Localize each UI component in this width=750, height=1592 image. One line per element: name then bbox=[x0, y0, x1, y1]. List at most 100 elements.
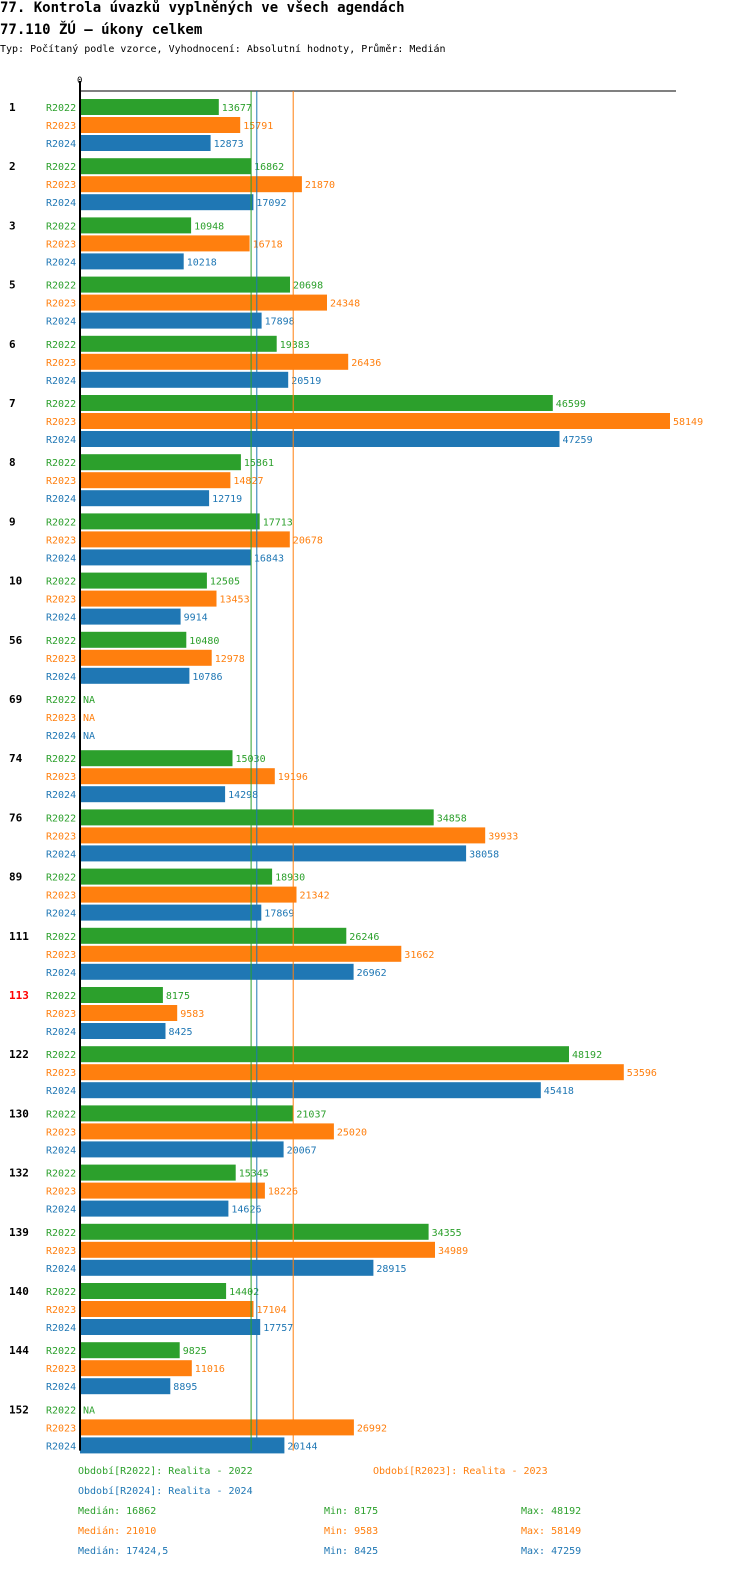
series-label: R2023 bbox=[46, 595, 76, 606]
bar bbox=[80, 413, 670, 429]
data-label: 12505 bbox=[210, 577, 240, 588]
bar bbox=[80, 235, 250, 252]
category-label: 113 bbox=[9, 989, 29, 1002]
series-label: R2023 bbox=[46, 1423, 76, 1434]
series-label: R2022 bbox=[46, 221, 76, 232]
bar bbox=[80, 276, 290, 293]
data-label: 15030 bbox=[236, 754, 266, 765]
bar bbox=[80, 1182, 265, 1199]
data-label: 45418 bbox=[544, 1086, 574, 1097]
data-label: 9914 bbox=[184, 613, 208, 624]
series-label: R2023 bbox=[46, 299, 76, 310]
legend-period-r2024: Období[R2024]: Realita - 2024 bbox=[78, 1486, 253, 1497]
data-label: 11016 bbox=[195, 1364, 225, 1375]
series-label: R2022 bbox=[46, 1050, 76, 1061]
series-label: R2024 bbox=[46, 1205, 76, 1216]
bar bbox=[80, 608, 181, 625]
bar bbox=[80, 987, 163, 1003]
series-label: R2024 bbox=[46, 1145, 76, 1156]
series-label: R2024 bbox=[46, 1441, 76, 1452]
legend-max-r2024: Max: 47259 bbox=[521, 1546, 582, 1557]
category-label: 144 bbox=[9, 1344, 29, 1357]
series-label: R2022 bbox=[46, 1346, 76, 1357]
bar bbox=[80, 454, 241, 471]
data-label: 46599 bbox=[556, 399, 586, 410]
legend-median-r2024: Medián: 17424,5 bbox=[78, 1546, 169, 1557]
data-label: 17869 bbox=[264, 909, 294, 920]
series-label: R2023 bbox=[46, 1009, 76, 1020]
data-label: 18930 bbox=[275, 873, 305, 884]
bar bbox=[80, 827, 486, 844]
series-label: R2023 bbox=[46, 654, 76, 665]
series-label: R2023 bbox=[46, 121, 76, 132]
bar bbox=[80, 158, 252, 175]
bar bbox=[80, 1200, 229, 1217]
series-label: R2024 bbox=[46, 1027, 76, 1038]
series-label: R2024 bbox=[46, 139, 76, 150]
bar-chart: 01R202213677R202315791R2024128732R202216… bbox=[9, 76, 703, 1454]
bar bbox=[80, 335, 277, 352]
bar bbox=[80, 117, 241, 133]
category-label: 8 bbox=[9, 456, 16, 469]
bar bbox=[80, 312, 262, 329]
bar bbox=[80, 649, 212, 666]
category-label: 69 bbox=[9, 693, 22, 706]
bar bbox=[80, 1360, 192, 1377]
bar bbox=[80, 572, 207, 589]
category-label: 139 bbox=[9, 1226, 29, 1239]
data-label: 18226 bbox=[268, 1187, 298, 1198]
data-label: 10948 bbox=[194, 221, 224, 232]
series-label: R2022 bbox=[46, 754, 76, 765]
category-label: 3 bbox=[9, 219, 16, 232]
data-label: 26246 bbox=[349, 932, 379, 943]
series-label: R2024 bbox=[46, 198, 76, 209]
series-label: R2022 bbox=[46, 932, 76, 943]
legend-median-r2022: Medián: 16862 bbox=[78, 1506, 157, 1517]
bar bbox=[80, 472, 231, 489]
series-label: R2022 bbox=[46, 340, 76, 351]
data-label: 14402 bbox=[229, 1287, 259, 1298]
data-label: 20067 bbox=[287, 1145, 317, 1156]
data-label: 12873 bbox=[214, 139, 244, 150]
category-label: 1 bbox=[9, 101, 16, 114]
bar bbox=[80, 531, 290, 548]
data-label: 15861 bbox=[244, 458, 274, 469]
category-label: 5 bbox=[9, 279, 16, 292]
bar bbox=[80, 845, 467, 862]
legend-max-r2023: Max: 58149 bbox=[521, 1526, 582, 1537]
series-label: R2022 bbox=[46, 1405, 76, 1416]
category-label: 76 bbox=[9, 811, 23, 824]
data-label: 17757 bbox=[263, 1323, 293, 1334]
series-label: R2023 bbox=[46, 891, 76, 902]
bar bbox=[80, 253, 184, 270]
series-label: R2024 bbox=[46, 849, 76, 860]
chart-description: Typ: Počítaný podle vzorce, Vyhodnocení:… bbox=[0, 44, 446, 55]
data-label: 39933 bbox=[488, 831, 518, 842]
data-label: 12719 bbox=[212, 494, 242, 505]
na-label: NA bbox=[83, 1405, 95, 1416]
bar bbox=[80, 1241, 435, 1258]
series-label: R2022 bbox=[46, 162, 76, 173]
series-label: R2022 bbox=[46, 577, 76, 588]
category-label: 2 bbox=[9, 160, 16, 173]
series-label: R2024 bbox=[46, 494, 76, 505]
data-label: 34355 bbox=[432, 1228, 462, 1239]
data-label: 34858 bbox=[437, 813, 467, 824]
data-label: 16843 bbox=[254, 553, 284, 564]
bar bbox=[80, 904, 262, 921]
bar bbox=[80, 431, 560, 447]
bar bbox=[80, 217, 192, 234]
data-label: 17092 bbox=[256, 198, 286, 209]
series-label: R2023 bbox=[46, 1305, 76, 1316]
series-label: R2022 bbox=[46, 1169, 76, 1180]
data-label: 16862 bbox=[254, 162, 284, 173]
category-label: 6 bbox=[9, 338, 16, 351]
category-label: 10 bbox=[9, 575, 22, 588]
series-label: R2022 bbox=[46, 517, 76, 528]
data-label: 8175 bbox=[166, 991, 190, 1002]
series-label: R2022 bbox=[46, 281, 76, 292]
series-label: R2024 bbox=[46, 257, 76, 268]
data-label: 10218 bbox=[187, 257, 217, 268]
bar bbox=[80, 1005, 178, 1021]
series-label: R2023 bbox=[46, 713, 76, 724]
